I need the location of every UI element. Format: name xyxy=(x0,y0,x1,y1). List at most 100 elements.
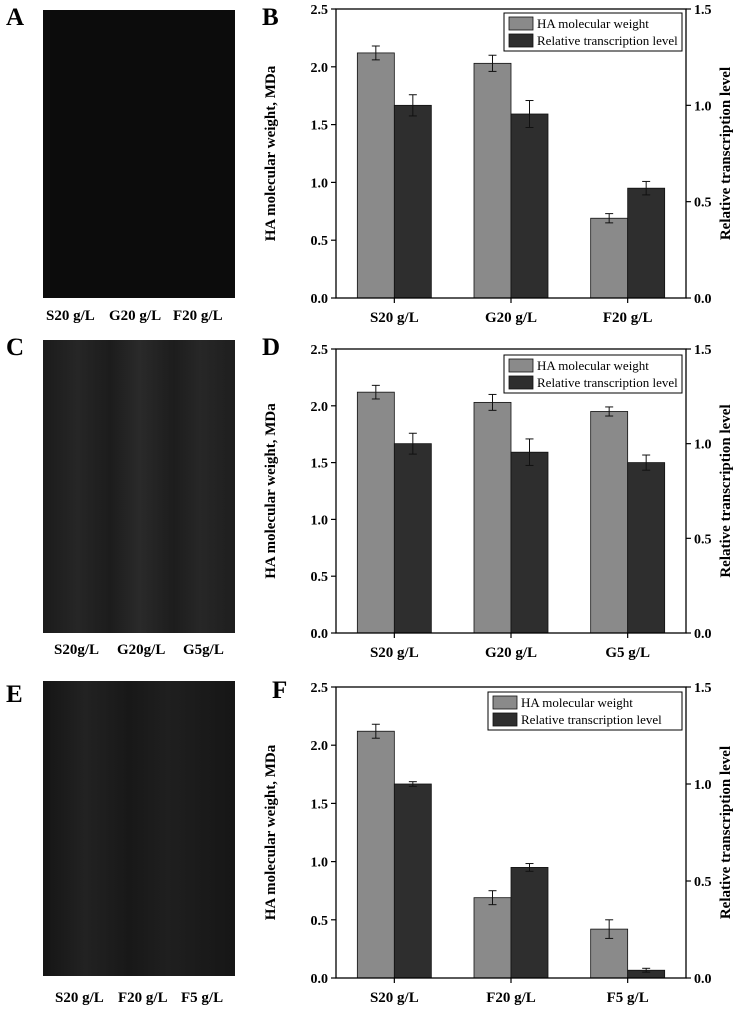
bar-molecular-weight-1 xyxy=(473,401,512,634)
gel-a-lane-3: F20 g/L xyxy=(173,308,223,324)
y2-tick-label: 0.5 xyxy=(694,532,712,547)
legend-label-0: HA molecular weight xyxy=(521,695,633,710)
legend-swatch-1 xyxy=(508,375,534,390)
panel-letter-b: B xyxy=(262,4,279,31)
y-tick-label: 2.5 xyxy=(311,3,329,18)
y2-tick-label: 1.0 xyxy=(694,778,712,793)
y2-axis-title: Relative transcription level xyxy=(718,404,734,577)
y-tick-label: 2.0 xyxy=(311,739,329,754)
y-tick-label: 2.5 xyxy=(311,343,329,358)
legend-box xyxy=(503,12,683,52)
y2-tick-label: 1.5 xyxy=(694,343,712,358)
legend-swatch-0 xyxy=(492,695,518,710)
x-category-label: S20 g/L xyxy=(370,990,419,1006)
y-tick-label: 1.5 xyxy=(311,119,329,134)
gel-c-lane-1: S20g/L xyxy=(54,642,100,658)
y-tick-label: 0.0 xyxy=(311,627,329,642)
y-tick-label: 2.0 xyxy=(311,61,329,76)
x-category-label: G5 g/L xyxy=(605,645,650,661)
y-tick-label: 1.0 xyxy=(311,856,329,871)
bar-transcription-0 xyxy=(393,443,432,634)
y-tick-label: 1.0 xyxy=(311,513,329,528)
x-category-label: F20 g/L xyxy=(603,310,653,326)
y-tick-label: 1.5 xyxy=(311,797,329,812)
legend-box xyxy=(503,354,683,394)
gel-a-lane-2: G20 g/L xyxy=(109,308,162,324)
bar-transcription-0 xyxy=(393,783,432,979)
y2-tick-label: 1.5 xyxy=(694,3,712,18)
gel-image-e xyxy=(43,681,235,976)
y2-tick-label: 0.5 xyxy=(694,875,712,890)
y-tick-label: 0.0 xyxy=(311,292,329,307)
bar-transcription-2 xyxy=(627,462,666,634)
y-tick-label: 2.0 xyxy=(311,400,329,415)
legend: HA molecular weight Relative transcriptio… xyxy=(503,354,683,394)
gel-a-lane-1: S20 g/L xyxy=(46,308,95,324)
legend-label-0: HA molecular weight xyxy=(537,358,649,373)
y-axis-title: HA molecular weight, MDa xyxy=(263,65,279,241)
x-category-label: F20 g/L xyxy=(486,990,536,1006)
y2-tick-label: 1.0 xyxy=(694,99,712,114)
legend-label-1: Relative transcription level xyxy=(537,33,678,48)
legend-label-1: Relative transcription level xyxy=(521,712,662,727)
legend-label-0: HA molecular weight xyxy=(537,16,649,31)
panel-letter-a: A xyxy=(6,4,25,31)
legend-swatch-1 xyxy=(508,33,534,48)
bar-molecular-weight-2 xyxy=(590,217,629,299)
y2-tick-label: 0.0 xyxy=(694,627,712,642)
y2-axis-title: Relative transcription level xyxy=(718,67,734,240)
panel-letter-e: E xyxy=(6,681,23,708)
bar-transcription-1 xyxy=(510,451,549,634)
y-tick-label: 0.5 xyxy=(311,570,329,585)
legend-box xyxy=(487,691,683,731)
x-category-label: G20 g/L xyxy=(485,310,537,326)
bar-transcription-1 xyxy=(510,867,549,979)
legend-label-1: Relative transcription level xyxy=(537,375,678,390)
y2-tick-label: 0.0 xyxy=(694,292,712,307)
y-tick-label: 2.5 xyxy=(311,681,329,696)
x-category-label: F5 g/L xyxy=(607,990,649,1006)
panel-letter-c: C xyxy=(6,334,25,361)
y-tick-label: 1.0 xyxy=(311,176,329,191)
y2-tick-label: 0.0 xyxy=(694,972,712,987)
y-axis-title: HA molecular weight, MDa xyxy=(263,744,279,920)
chart-d: 0.0 0.5 1.0 1.5 2.0 2.5 0.0 0.5 1.0 1.5 S20 g/L G20… xyxy=(263,343,734,661)
y-tick-label: 0.5 xyxy=(311,914,329,929)
legend-swatch-0 xyxy=(508,16,534,31)
y-tick-label: 0.5 xyxy=(311,234,329,249)
bar-molecular-weight-1 xyxy=(473,897,512,979)
y-tick-label: 0.0 xyxy=(311,972,329,987)
gel-c-lane-3: G5g/L xyxy=(183,642,224,658)
gel-image-c xyxy=(43,340,235,633)
bar-molecular-weight-0 xyxy=(356,730,395,979)
bar-transcription-1 xyxy=(510,113,549,299)
legend-swatch-1 xyxy=(492,712,518,727)
y2-tick-label: 1.0 xyxy=(694,438,712,453)
chart-f: 0.0 0.5 1.0 1.5 2.0 2.5 0.0 0.5 1.0 1.5 S20 g/L F20… xyxy=(263,681,734,1006)
x-category-label: S20 g/L xyxy=(370,310,419,326)
chart-b: 0.0 0.5 1.0 1.5 2.0 2.5 0.0 0.5 1.0 1.5 S20 g/L G20… xyxy=(263,3,734,326)
bar-molecular-weight-1 xyxy=(473,62,512,299)
gel-e-lane-3: F5 g/L xyxy=(181,990,224,1006)
y-tick-label: 1.5 xyxy=(311,457,329,472)
x-category-label: G20 g/L xyxy=(485,645,537,661)
legend: HA molecular weight Relative transcriptio… xyxy=(487,691,683,731)
y-axis-title: HA molecular weight, MDa xyxy=(263,403,279,579)
legend-swatch-0 xyxy=(508,358,534,373)
panel-letter-d: D xyxy=(262,334,281,361)
bar-molecular-weight-0 xyxy=(356,52,395,299)
y2-tick-label: 1.5 xyxy=(694,681,712,696)
y2-tick-label: 0.5 xyxy=(694,196,712,211)
bar-molecular-weight-0 xyxy=(356,391,395,634)
x-category-label: S20 g/L xyxy=(370,645,419,661)
bar-molecular-weight-2 xyxy=(590,411,629,634)
legend: HA molecular weight Relative transcriptio… xyxy=(503,12,683,52)
gel-e-lane-2: F20 g/L xyxy=(118,990,168,1006)
bar-transcription-2 xyxy=(627,187,666,299)
panel-letter-f: F xyxy=(272,677,288,704)
gel-c-lane-2: G20g/L xyxy=(117,642,166,658)
gel-e-lane-1: S20 g/L xyxy=(55,990,104,1006)
y2-axis-title: Relative transcription level xyxy=(718,746,734,919)
gel-image-a xyxy=(43,10,235,298)
